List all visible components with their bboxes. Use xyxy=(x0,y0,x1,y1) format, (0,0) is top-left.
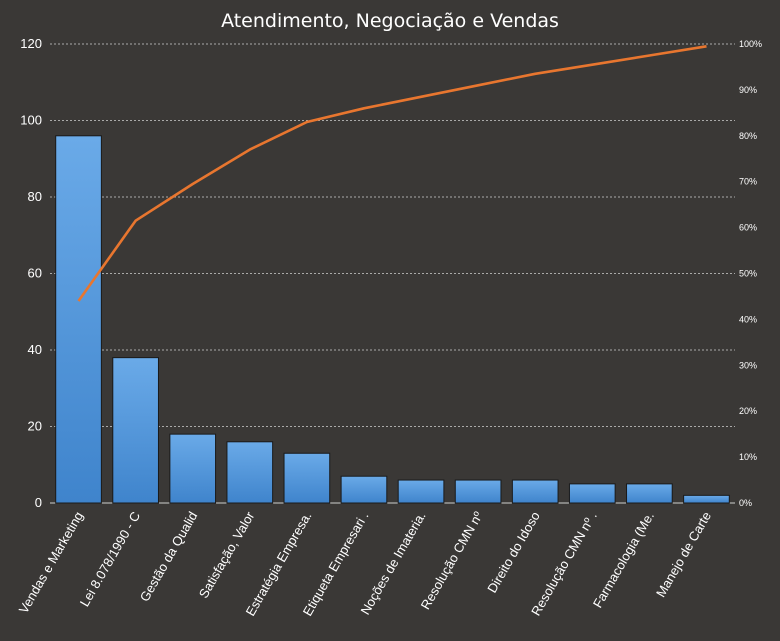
y2-tick-label: 100% xyxy=(739,39,762,49)
category-label: Manejo de Carte xyxy=(653,509,714,600)
category-label: Gestão da Qualid xyxy=(137,509,201,604)
category-label: Direito do Idoso xyxy=(484,509,543,595)
bar xyxy=(397,479,445,504)
bar xyxy=(283,452,331,504)
y-tick-label: 0 xyxy=(35,495,42,510)
y2-tick-label: 30% xyxy=(739,360,757,370)
category-label: Resolução CMN nº xyxy=(418,509,486,612)
y2-tick-label: 90% xyxy=(739,85,757,95)
y2-tick-label: 20% xyxy=(739,406,757,416)
bar xyxy=(454,479,502,504)
gridlines xyxy=(50,43,735,504)
y-tick-label: 80 xyxy=(28,189,42,204)
right-axis-ticks: 0% 10% 20% 30% 40% 50% 60% 70% 80% 90% 100% xyxy=(739,39,762,508)
category-label: Satisfação, Valor xyxy=(196,508,258,600)
y2-tick-label: 10% xyxy=(739,452,757,462)
y-tick-label: 40 xyxy=(28,342,42,357)
category-label: Estratégia Empresa. xyxy=(243,509,315,619)
chart-title: Atendimento, Negociação e Vendas xyxy=(221,10,559,32)
bar-series xyxy=(55,135,730,504)
category-label: Etiqueta Empresari . xyxy=(300,509,372,619)
y2-tick-label: 40% xyxy=(739,314,757,324)
y2-tick-label: 0% xyxy=(739,498,752,508)
y2-tick-label: 70% xyxy=(739,177,757,187)
category-label: Resolução CMN nº . xyxy=(528,509,600,618)
category-label: Noções de Imateria. xyxy=(357,509,428,617)
bar xyxy=(226,441,274,504)
y2-tick-label: 80% xyxy=(739,131,757,141)
y-tick-label: 120 xyxy=(20,36,42,51)
category-label: Farmacologia (Me. xyxy=(590,509,657,610)
y2-tick-label: 60% xyxy=(739,223,757,233)
y-tick-label: 60 xyxy=(28,266,42,281)
bar xyxy=(169,433,217,504)
y2-tick-label: 50% xyxy=(739,269,757,279)
y-tick-label: 100 xyxy=(20,113,42,128)
bar xyxy=(340,475,388,504)
bar xyxy=(626,483,673,504)
category-label: Vendas e Marketing xyxy=(16,509,86,616)
y-tick-label: 20 xyxy=(28,419,42,434)
bar xyxy=(511,479,559,504)
bar xyxy=(568,483,616,504)
bar xyxy=(112,357,159,504)
cumulative-line-series xyxy=(77,45,707,302)
left-axis-ticks: 0 20 40 60 80 100 120 xyxy=(20,36,42,510)
category-label: Lei 8.078/1990 - C xyxy=(77,509,143,609)
bar xyxy=(55,135,102,504)
bar xyxy=(683,494,730,504)
cumulative-line xyxy=(77,45,707,302)
